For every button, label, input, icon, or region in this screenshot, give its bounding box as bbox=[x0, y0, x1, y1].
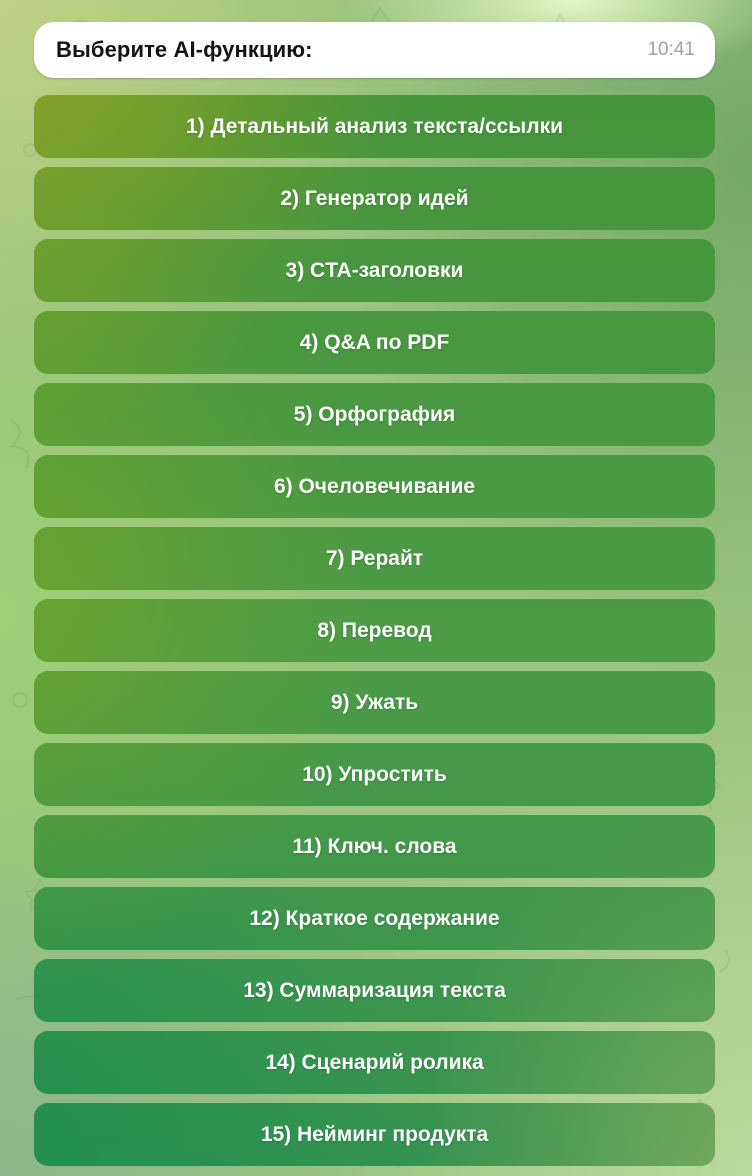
message-text: Выберите AI-функцию: bbox=[56, 37, 313, 62]
keyboard-button-5[interactable]: 5) Орфография bbox=[34, 383, 715, 446]
keyboard-button-7[interactable]: 7) Рерайт bbox=[34, 527, 715, 590]
message-bubble: Выберите AI-функцию: 10:41 bbox=[34, 22, 715, 78]
keyboard-button-6[interactable]: 6) Очеловечивание bbox=[34, 455, 715, 518]
keyboard-button-12[interactable]: 12) Краткое содержание bbox=[34, 887, 715, 950]
keyboard-button-14[interactable]: 14) Сценарий ролика bbox=[34, 1031, 715, 1094]
keyboard-button-4[interactable]: 4) Q&A по PDF bbox=[34, 311, 715, 374]
keyboard-button-1[interactable]: 1) Детальный анализ текста/ссылки bbox=[34, 95, 715, 158]
keyboard-button-13[interactable]: 13) Суммаризация текста bbox=[34, 959, 715, 1022]
keyboard-button-8[interactable]: 8) Перевод bbox=[34, 599, 715, 662]
keyboard-button-15[interactable]: 15) Нейминг продукта bbox=[34, 1103, 715, 1166]
keyboard-button-10[interactable]: 10) Упростить bbox=[34, 743, 715, 806]
keyboard-button-3[interactable]: 3) CTA-заголовки bbox=[34, 239, 715, 302]
inline-keyboard: 1) Детальный анализ текста/ссылки 2) Гене… bbox=[34, 95, 715, 1166]
message-timestamp: 10:41 bbox=[647, 39, 695, 60]
keyboard-button-2[interactable]: 2) Генератор идей bbox=[34, 167, 715, 230]
keyboard-button-9[interactable]: 9) Ужать bbox=[34, 671, 715, 734]
keyboard-button-11[interactable]: 11) Ключ. слова bbox=[34, 815, 715, 878]
